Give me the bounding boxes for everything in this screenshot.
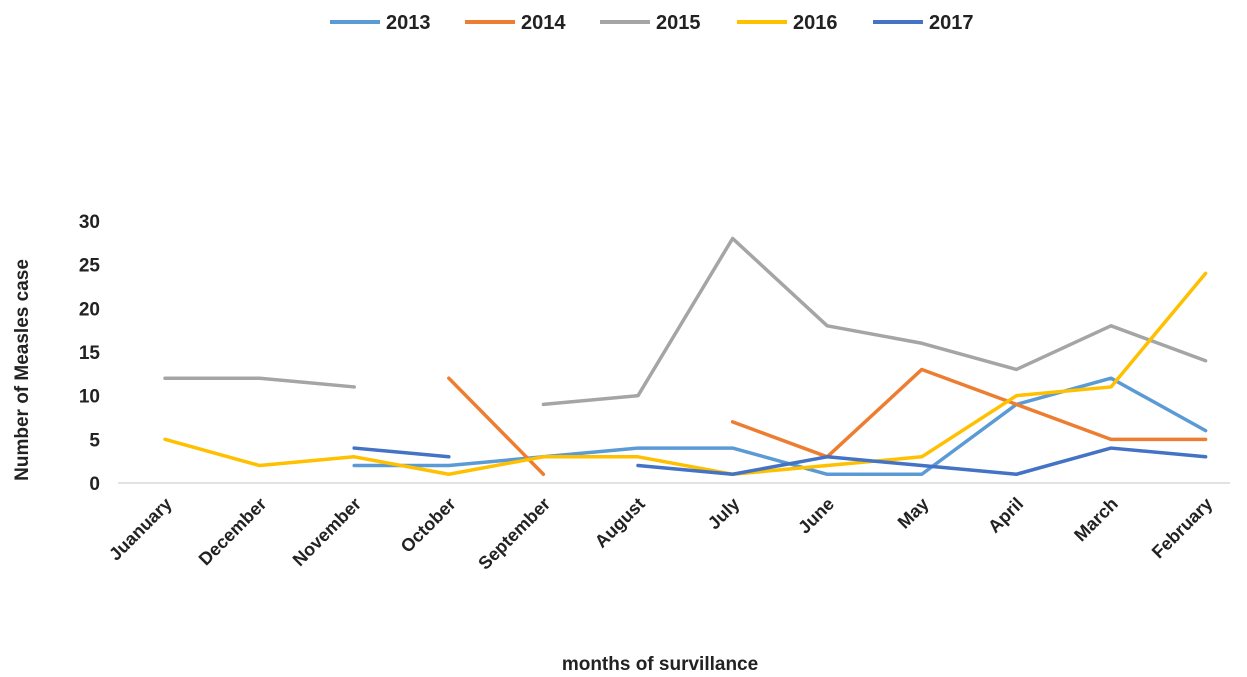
x-tick-label: April xyxy=(984,494,1027,537)
x-axis: Juanuary December November October September… xyxy=(105,482,1230,574)
x-tick-label: August xyxy=(591,494,649,552)
legend-label: 2015 xyxy=(656,12,701,34)
legend-label: 2013 xyxy=(386,12,431,34)
series-line-segment xyxy=(163,271,1208,477)
series-line-segment xyxy=(163,376,356,389)
series-lines xyxy=(163,236,1208,477)
y-tick-label: 25 xyxy=(79,256,101,277)
y-tick-label: 30 xyxy=(79,212,100,233)
legend-label: 2016 xyxy=(793,12,838,34)
y-tick-label: 20 xyxy=(79,299,100,320)
y-tick-label: 15 xyxy=(79,343,101,364)
legend-label: 2014 xyxy=(521,12,566,34)
series-line-segment xyxy=(636,446,1208,477)
chart-legend: 2013 2014 2015 2016 2017 xyxy=(330,12,974,34)
y-tick-label: 5 xyxy=(89,430,100,451)
y-tick-label: 0 xyxy=(89,474,100,495)
x-tick-label: February xyxy=(1148,494,1217,563)
x-tick-label: November xyxy=(289,494,365,570)
x-tick-label: May xyxy=(894,494,933,533)
y-axis: 0 5 10 15 20 25 30 xyxy=(79,212,101,495)
x-axis-title: months of survillance xyxy=(562,654,758,675)
x-tick-label: June xyxy=(794,494,838,538)
series-2015 xyxy=(163,236,1208,407)
series-line-segment xyxy=(541,236,1208,407)
x-tick-label: September xyxy=(474,494,554,574)
x-tick-label: December xyxy=(195,494,271,570)
series-line-segment xyxy=(352,446,451,459)
series-2017 xyxy=(352,446,1208,477)
y-tick-label: 10 xyxy=(79,387,100,408)
series-2016 xyxy=(163,271,1208,477)
x-tick-label: March xyxy=(1070,494,1122,546)
series-line-segment xyxy=(730,367,1208,459)
legend-label: 2017 xyxy=(929,12,974,34)
x-tick-label: July xyxy=(704,494,744,534)
x-tick-label: October xyxy=(397,494,460,557)
y-axis-title: Number of Measles case xyxy=(12,259,33,481)
x-tick-label: Juanuary xyxy=(105,494,176,565)
